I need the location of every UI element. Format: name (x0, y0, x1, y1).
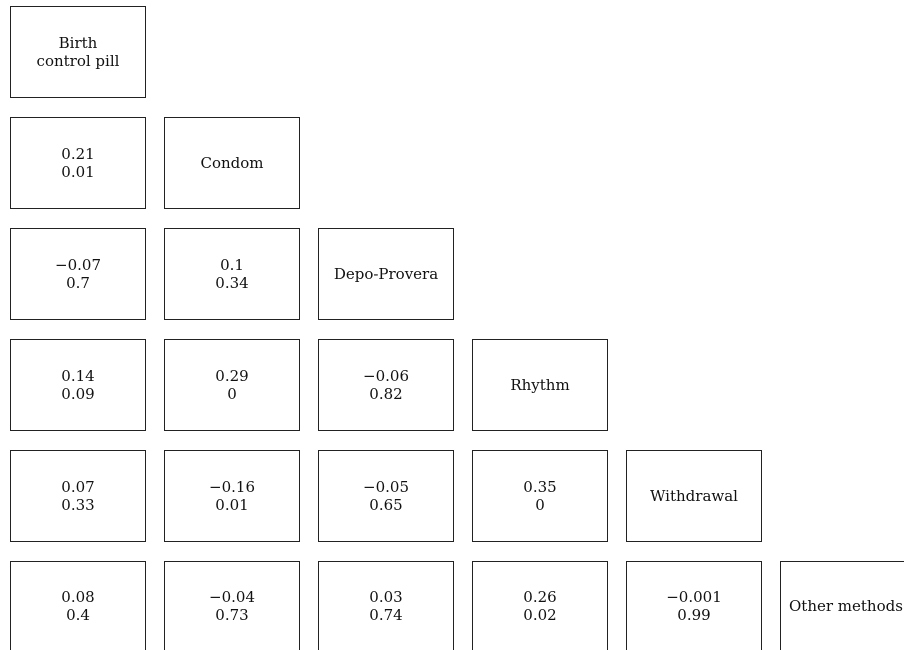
method-label: control pill (36, 52, 120, 70)
correlation-cell: 0.1 0.34 (164, 228, 300, 320)
correlation-cell: 0.07 0.33 (10, 450, 146, 542)
p-value: 0 (227, 385, 237, 403)
correlation-coefficient: −0.06 (363, 367, 409, 385)
method-label-cell: Birth control pill (10, 6, 146, 98)
p-value: 0.65 (369, 496, 403, 514)
method-label: Rhythm (510, 376, 570, 394)
correlation-cell: 0.35 0 (472, 450, 608, 542)
method-label-cell: Rhythm (472, 339, 608, 431)
correlation-cell: 0.26 0.02 (472, 561, 608, 650)
p-value: 0.01 (215, 496, 249, 514)
correlation-cell: 0.14 0.09 (10, 339, 146, 431)
correlation-cell: 0.21 0.01 (10, 117, 146, 209)
p-value: 0.73 (215, 606, 249, 624)
correlation-coefficient: 0.21 (61, 145, 95, 163)
method-label: Birth (58, 34, 98, 52)
correlation-cell: −0.07 0.7 (10, 228, 146, 320)
correlation-coefficient: 0.1 (220, 256, 244, 274)
correlation-cell: 0.03 0.74 (318, 561, 454, 650)
correlation-coefficient: 0.29 (215, 367, 249, 385)
correlation-coefficient: 0.14 (61, 367, 95, 385)
correlation-coefficient: 0.35 (523, 478, 557, 496)
correlation-coefficient: −0.04 (209, 588, 255, 606)
p-value: 0.02 (523, 606, 557, 624)
method-label-cell: Condom (164, 117, 300, 209)
correlation-coefficient: −0.001 (666, 588, 722, 606)
method-label-cell: Withdrawal (626, 450, 762, 542)
correlation-coefficient: −0.05 (363, 478, 409, 496)
correlation-cell: −0.06 0.82 (318, 339, 454, 431)
p-value: 0.09 (61, 385, 95, 403)
method-label: Condom (200, 154, 264, 172)
correlation-coefficient: 0.03 (369, 588, 403, 606)
p-value: 0.7 (66, 274, 90, 292)
correlation-cell: −0.04 0.73 (164, 561, 300, 650)
correlation-cell: −0.05 0.65 (318, 450, 454, 542)
correlation-coefficient: 0.08 (61, 588, 95, 606)
p-value: 0.74 (369, 606, 403, 624)
p-value: 0.99 (677, 606, 711, 624)
p-value: 0.4 (66, 606, 90, 624)
correlation-coefficient: 0.26 (523, 588, 557, 606)
correlation-coefficient: 0.07 (61, 478, 95, 496)
method-label-cell: Other methods (780, 561, 904, 650)
correlation-cell: −0.001 0.99 (626, 561, 762, 650)
correlation-cell: 0.08 0.4 (10, 561, 146, 650)
method-label-cell: Depo-Provera (318, 228, 454, 320)
p-value: 0.33 (61, 496, 95, 514)
p-value: 0.34 (215, 274, 249, 292)
correlation-coefficient: −0.16 (209, 478, 255, 496)
correlation-coefficient: −0.07 (55, 256, 101, 274)
correlation-cell: 0.29 0 (164, 339, 300, 431)
method-label: Other methods (789, 597, 903, 615)
method-label: Withdrawal (650, 487, 738, 505)
method-label: Depo-Provera (333, 265, 439, 283)
p-value: 0.82 (369, 385, 403, 403)
p-value: 0.01 (61, 163, 95, 181)
p-value: 0 (535, 496, 545, 514)
correlation-cell: −0.16 0.01 (164, 450, 300, 542)
